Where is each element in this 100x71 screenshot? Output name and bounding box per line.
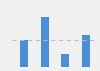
Bar: [20, 40, 28, 67]
Bar: [82, 35, 90, 67]
Bar: [61, 54, 69, 67]
Bar: [41, 17, 49, 67]
